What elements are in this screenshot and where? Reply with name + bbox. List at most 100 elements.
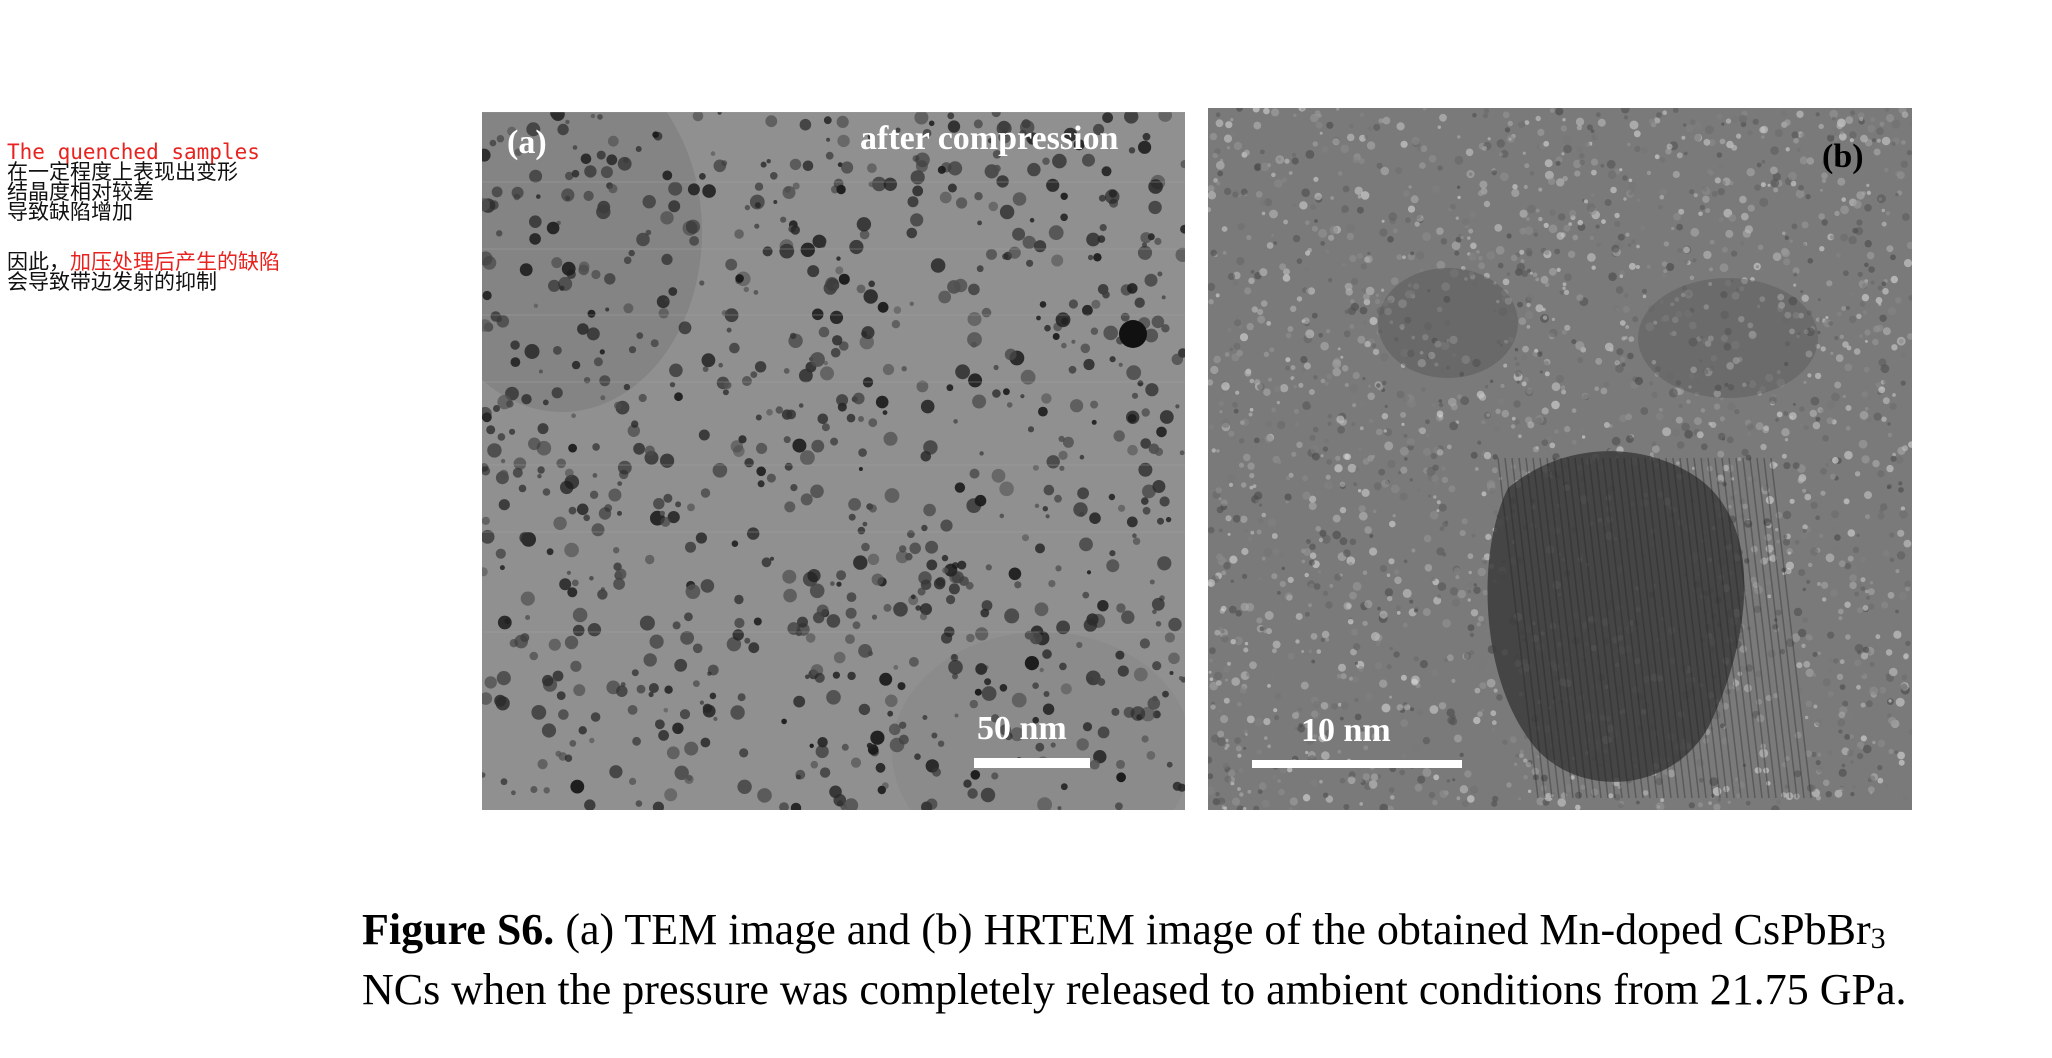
nanoparticle-dot — [537, 423, 549, 435]
nanoparticle-dot — [837, 800, 844, 807]
nanoparticle-dot — [664, 685, 673, 694]
nanoparticle-dot — [556, 458, 566, 469]
nanoparticle-dot — [967, 312, 982, 327]
nanoparticle-dot — [519, 531, 532, 544]
caption-figure-number: Figure S6. — [362, 905, 555, 954]
nanoparticle-dot — [954, 482, 966, 493]
nanoparticle-dot — [832, 283, 840, 290]
nanoparticle-dot — [645, 554, 655, 565]
nanoparticle-dot — [525, 615, 531, 620]
nanoparticle-dot — [841, 743, 849, 751]
nanoparticle-dot — [910, 594, 916, 600]
nanoparticle-dot — [663, 707, 669, 713]
nanoparticle-dot — [749, 194, 765, 210]
nanoparticle-dot — [548, 279, 561, 292]
nanoparticle-dot — [632, 736, 641, 746]
nanoparticle-dot — [862, 377, 874, 388]
nanoparticle-dot — [571, 169, 580, 178]
nanoparticle-dot — [529, 215, 542, 228]
nanoparticle-dot — [608, 184, 618, 194]
nanoparticle-dot — [489, 139, 497, 147]
nanoparticle-dot — [1158, 112, 1172, 122]
nanoparticle-dot — [867, 163, 877, 173]
nanoparticle-dot — [510, 340, 520, 350]
nanoparticle-dot — [1039, 667, 1044, 673]
nanoparticle-dot — [1010, 727, 1025, 742]
nanoparticle-dot — [541, 723, 557, 738]
nanoparticle-dot — [761, 557, 772, 568]
nanoparticle-dot — [648, 691, 654, 698]
nanoparticle-dot — [923, 503, 936, 517]
nanoparticle-dot — [908, 595, 919, 606]
nanoparticle-dot — [848, 498, 861, 511]
nanoparticle-dot — [700, 737, 711, 748]
nanoparticle-dot — [871, 176, 887, 192]
nanoparticle-dot — [980, 787, 996, 803]
nanoparticle-dot — [1024, 630, 1034, 640]
nanoparticle-dot — [737, 693, 746, 702]
nanoparticle-dot — [1164, 632, 1175, 643]
nanoparticle-dot — [795, 769, 806, 780]
nanoparticle-dot — [783, 436, 791, 444]
nanoparticle-dot — [1138, 462, 1153, 477]
nanoparticle-dot — [613, 547, 620, 554]
nanoparticle-dot — [583, 377, 591, 384]
nanoparticle-dot — [567, 587, 578, 598]
nanoparticle-dot — [1027, 162, 1041, 177]
nanoparticle-dot — [731, 540, 739, 547]
nanoparticle-dot — [730, 705, 745, 720]
nanoparticle-dot — [564, 754, 573, 762]
nanoparticle-dot — [1175, 247, 1185, 262]
nanoparticle-dot — [909, 542, 921, 555]
nanoparticle-dot — [1138, 140, 1152, 154]
nanoparticle-dot — [649, 634, 664, 649]
nanoparticle-dot — [937, 740, 945, 747]
nanoparticle-dot — [482, 772, 486, 778]
nanoparticle-dot — [1142, 484, 1156, 499]
nanoparticle-dot — [1108, 493, 1116, 501]
nanoparticle-dot — [578, 726, 587, 735]
nanoparticle-dot — [885, 694, 898, 708]
nanoparticle-dot — [1109, 356, 1116, 363]
nanoparticle-dot — [830, 347, 841, 358]
note-line-6: 会导致带边发射的抑制 — [7, 270, 217, 294]
nanoparticle-dot — [841, 161, 854, 174]
nanoparticle-dot — [565, 171, 574, 181]
nanoparticle-dot — [845, 607, 857, 619]
nanoparticle-dot — [737, 779, 752, 794]
nanoparticle-dot — [1034, 602, 1049, 617]
nanoparticle-dot — [992, 150, 1002, 159]
nanoparticle-dot — [1137, 245, 1153, 260]
nanoparticle-dot — [947, 120, 961, 133]
nanoparticle-dot — [1157, 556, 1172, 571]
nanoparticle-dot — [837, 134, 850, 148]
nanoparticle-dot — [909, 657, 919, 667]
nanoparticle-dot — [1068, 299, 1078, 309]
nanoparticle-dot — [587, 623, 602, 637]
nanoparticle-dot — [684, 774, 694, 784]
nanoparticle-dot — [1011, 692, 1027, 708]
nanoparticle-dot — [858, 703, 871, 716]
nanoparticle-dot — [969, 699, 978, 709]
nanoparticle-dot — [721, 310, 728, 317]
nanoparticle-dot — [1145, 383, 1159, 397]
nanoparticle-dot — [1051, 254, 1064, 267]
nanoparticle-dot — [700, 488, 711, 498]
caption-line-1-text: (a) TEM image and (b) HRTEM image of the… — [554, 905, 1871, 954]
hrtem-micrograph — [1208, 108, 1912, 810]
nanoparticle-dot — [607, 135, 619, 147]
nanoparticle-dot — [935, 576, 946, 587]
nanoparticle-dot — [491, 186, 503, 198]
nanoparticle-dot — [591, 269, 601, 280]
nanoparticle-dot — [507, 126, 517, 136]
nanoparticle-dot — [942, 567, 949, 574]
nanoparticle-dot — [593, 357, 603, 367]
nanoparticle-dot — [482, 319, 492, 332]
nanoparticle-dot — [816, 604, 829, 617]
nanoparticle-dot — [820, 366, 834, 381]
nanoparticle-dot — [702, 366, 709, 372]
nanoparticle-dot — [572, 607, 588, 623]
nanoparticle-dot — [781, 718, 787, 725]
nanoparticle-dot — [981, 600, 993, 611]
nanoparticle-dot — [551, 257, 563, 269]
